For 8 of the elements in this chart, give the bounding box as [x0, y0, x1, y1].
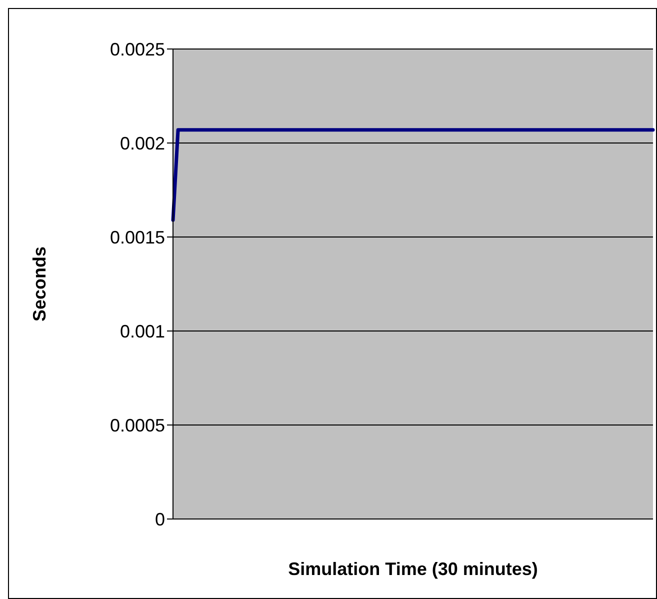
x-axis-title: Simulation Time (30 minutes): [288, 559, 538, 579]
y-axis-title: Seconds: [29, 246, 50, 322]
y-tick-label: 0.0005: [110, 415, 165, 436]
y-tick-label: 0.001: [120, 321, 165, 342]
y-tick-label: 0.002: [120, 133, 165, 154]
y-tick-label: 0.0025: [110, 39, 165, 60]
y-tick-label: 0: [154, 509, 165, 530]
y-tick-label: 0.0015: [110, 227, 165, 248]
